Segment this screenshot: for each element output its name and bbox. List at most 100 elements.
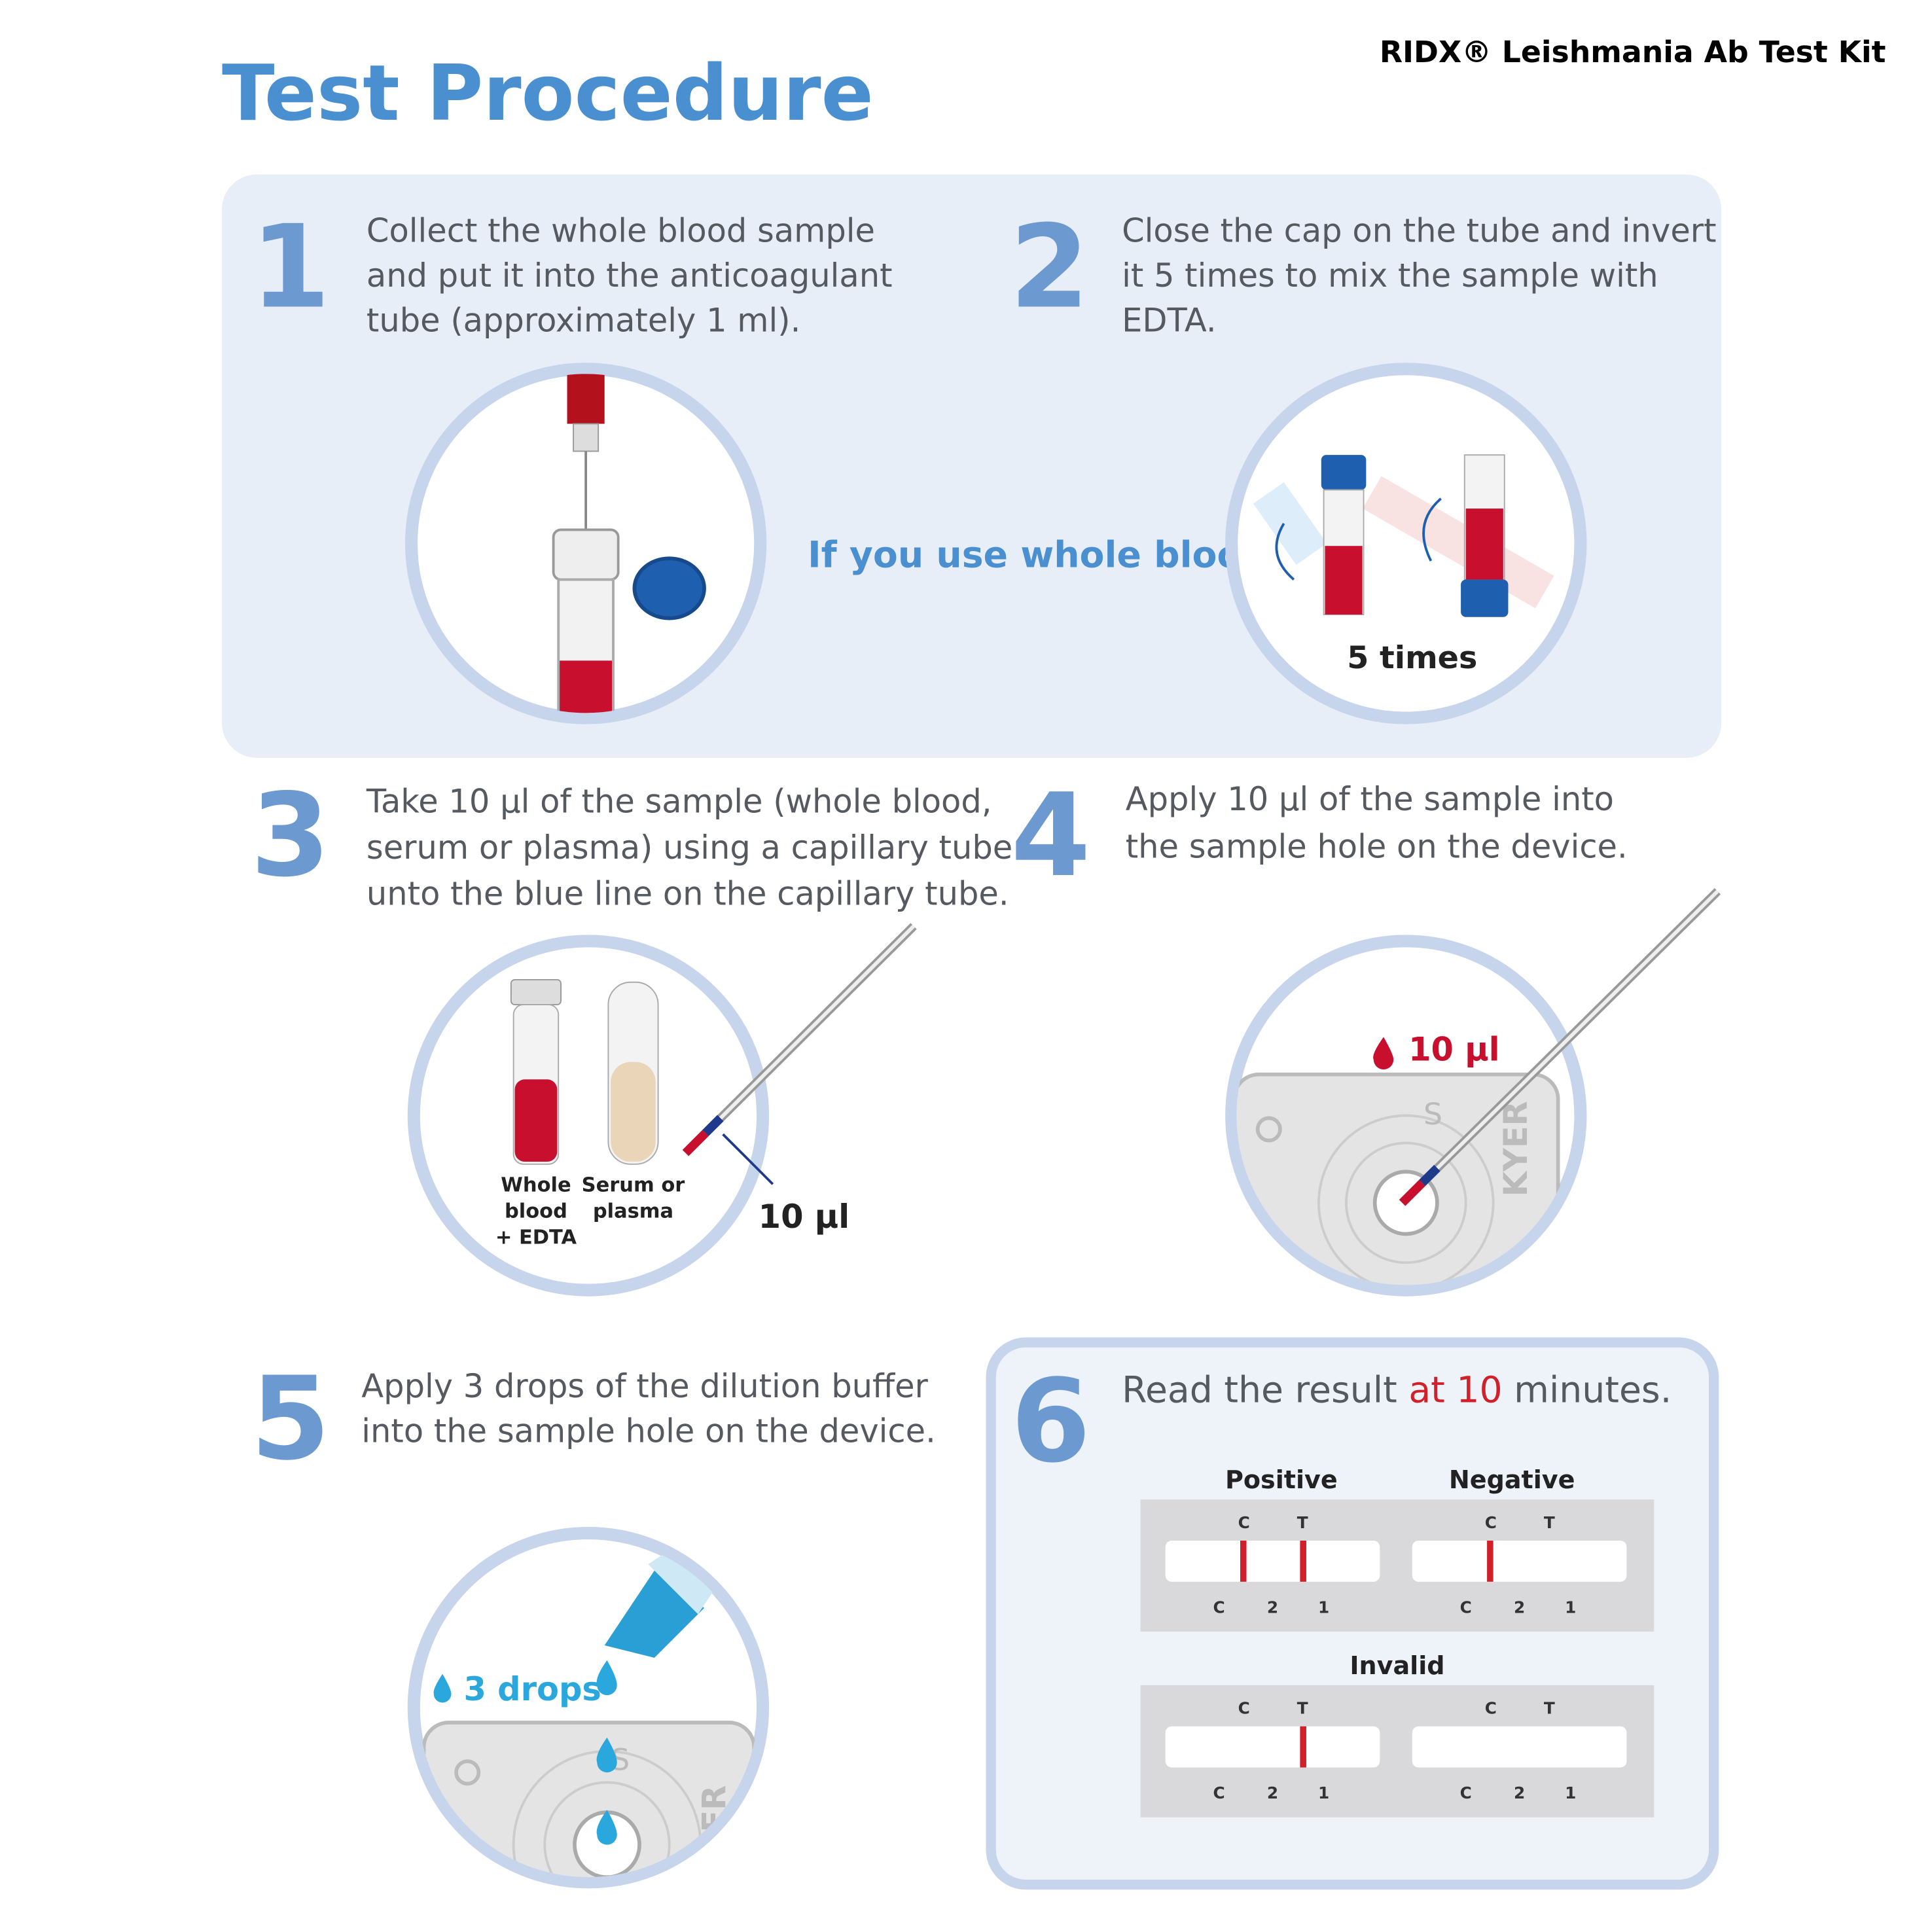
buffer-illustration-part [596, 1660, 617, 1696]
strip-letter: C [1213, 1783, 1225, 1802]
syringe-illustration-part-part [560, 660, 613, 713]
invert-illustration-part-part [1321, 455, 1367, 490]
strip-letter: 2 [1267, 1783, 1278, 1802]
figure-label: 10 µl [759, 1198, 850, 1236]
device-illustration-part [1401, 889, 1719, 1204]
capillary-illustration-part [702, 1115, 724, 1136]
step-text: unto the blue line on the capillary tube… [367, 875, 1009, 913]
device-mark: KYER [1497, 1101, 1535, 1196]
strip-letter: 1 [1565, 1598, 1576, 1617]
step-number: 5 [251, 1352, 331, 1486]
capillary-illustration-part-part [514, 1079, 558, 1162]
strip-window [1165, 1726, 1380, 1768]
device-illustration-part-part [1344, 1141, 1467, 1264]
strip-letter: 2 [1514, 1598, 1525, 1617]
strip-letter: T [1297, 1513, 1308, 1532]
device-illustration-part-part [1255, 1116, 1282, 1143]
capillary-illustration-part [722, 1133, 774, 1185]
buffer-illustration-part-part [543, 1781, 671, 1878]
step-text: Collect the whole blood sample [367, 211, 875, 249]
strip-letter: 1 [1318, 1783, 1329, 1802]
test-strips: C T C 2 1 C T C 2 1 C T C 2 1 C T C 2 1 [1165, 1513, 1627, 1802]
result-lines-part [1240, 1540, 1247, 1582]
tube-label: + EDTA [495, 1226, 577, 1249]
capillary-illustration-part [684, 925, 916, 1154]
buffer-illustration-part-part [454, 1759, 481, 1786]
result-lines-part [1487, 1540, 1494, 1582]
result-label: Positive [1225, 1465, 1338, 1494]
strip-letter: C [1460, 1598, 1472, 1617]
step-text: it 5 times to mix the sample with [1122, 257, 1658, 295]
device-illustration-part [1373, 1037, 1394, 1070]
invert-illustration-part-part [1363, 476, 1554, 609]
step-text: Apply 3 drops of the dilution buffer [361, 1367, 928, 1405]
strip-letter: 2 [1267, 1598, 1278, 1617]
invert-illustration: 5 times [1225, 363, 1587, 724]
tube-label: Whole [501, 1174, 571, 1197]
buffer-illustration-part [433, 1673, 452, 1703]
step-number: 3 [251, 769, 331, 903]
device-mark: S [1423, 1097, 1442, 1132]
tube-label: Serum or [582, 1174, 685, 1197]
step-number: 6 [1011, 1355, 1091, 1488]
page-title: Test Procedure [222, 48, 874, 138]
result-lines [1240, 1540, 1494, 1768]
step-text: tube (approximately 1 ml). [367, 302, 800, 340]
strip-letter: C [1213, 1598, 1225, 1617]
strip-letter: C [1238, 1699, 1250, 1718]
step-text: serum or plasma) using a capillary tube [367, 829, 1012, 867]
invert-illustration-part-part [1325, 546, 1363, 615]
result-lines-part [1300, 1540, 1306, 1582]
step-text: EDTA. [1122, 302, 1217, 340]
strip-letter: C [1460, 1783, 1472, 1802]
capillary-illustration-part-part [611, 1062, 656, 1162]
strip-letter: C [1238, 1513, 1250, 1532]
result-label: Invalid [1350, 1651, 1444, 1680]
buffer-illustration-part [596, 1737, 617, 1773]
strip-window [1165, 1540, 1380, 1582]
strip-letter: 2 [1514, 1783, 1525, 1802]
invert-illustration-part-part [1422, 497, 1442, 562]
syringe-illustration-part-part [552, 528, 620, 581]
buffer-illustration-part [596, 1810, 617, 1845]
syringe-illustration-part-part [632, 556, 706, 620]
strip-letter: 1 [1318, 1598, 1329, 1617]
syringe-illustration [404, 363, 767, 724]
step-text: Read the result at 10 minutes. [1122, 1370, 1672, 1412]
product-name: RIDX® Leishmania Ab Test Kit [1380, 35, 1886, 69]
capillary-illustration-part [510, 978, 659, 1165]
strip-window [1412, 1540, 1627, 1582]
step-text-part: Read the result [1122, 1370, 1408, 1412]
strip-letter: T [1544, 1513, 1555, 1532]
figure-label: 10 µl [1408, 1031, 1500, 1069]
device-illustration-part [1399, 1179, 1425, 1206]
strip-window [1412, 1726, 1627, 1768]
invert-illustration-part-part [1465, 509, 1503, 580]
figure-label: 3 drops [463, 1670, 601, 1708]
step-text: the sample hole on the device. [1126, 827, 1628, 865]
invert-illustration-part [1253, 454, 1554, 617]
result-label: Negative [1449, 1465, 1575, 1494]
invert-illustration-part-part [1461, 579, 1509, 617]
device-illustration-part-part [1317, 1114, 1495, 1285]
step-text: Take 10 µl of the sample (whole blood, [366, 783, 992, 821]
step-number: 4 [1011, 769, 1091, 903]
strip-letter: T [1544, 1699, 1555, 1718]
step-text: Apply 10 µl of the sample into [1126, 780, 1614, 818]
capillary-illustration: Whole blood + EDTA Serum or plasma 10 µl [407, 923, 917, 1297]
step-text-part: minutes. [1503, 1370, 1672, 1412]
strip-letter: C [1485, 1513, 1497, 1532]
panel-note: If you use whole blood [808, 535, 1268, 577]
invert-illustration-part-part [1275, 522, 1295, 581]
capillary-illustration-part [682, 1130, 709, 1156]
tube-label: plasma [593, 1200, 673, 1223]
result-lines-part [1300, 1726, 1306, 1768]
step-text-highlight: at 10 [1408, 1370, 1502, 1412]
strip-letter: T [1297, 1699, 1308, 1718]
step-text: and put it into the anticoagulant [367, 257, 893, 295]
capillary-illustration-part [407, 935, 770, 1297]
step-number: 1 [251, 201, 331, 334]
capillary-illustration-part-part [510, 978, 562, 1005]
